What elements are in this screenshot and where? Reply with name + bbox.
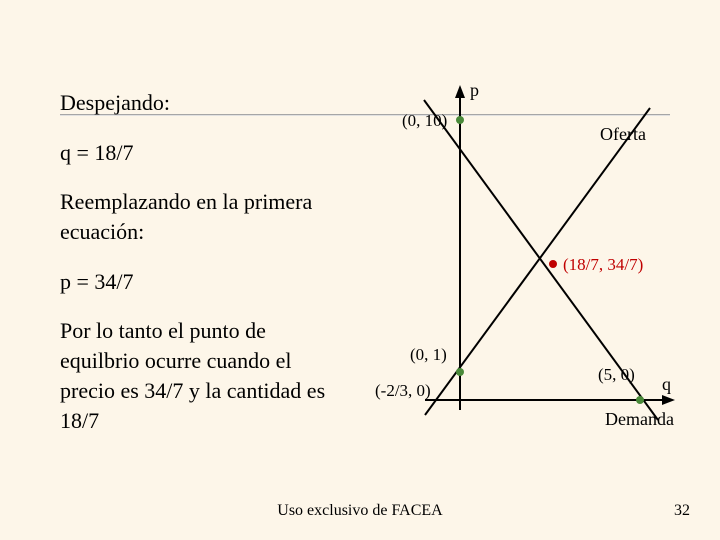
supply-demand-chart: p q Oferta Demanda (0, 10) (18/7, 34/7) … bbox=[350, 80, 680, 440]
point-5-0 bbox=[636, 396, 644, 404]
label-oferta: Oferta bbox=[600, 124, 646, 144]
label-demanda: Demanda bbox=[605, 409, 674, 429]
p-axis-arrow bbox=[455, 85, 465, 98]
footer-text: Uso exclusivo de FACEA bbox=[0, 502, 720, 520]
label-0-10: (0, 10) bbox=[402, 111, 447, 130]
label-equilibrium: (18/7, 34/7) bbox=[563, 255, 643, 274]
label-5-0: (5, 0) bbox=[598, 365, 635, 384]
line-reemplazando: Reemplazando en la primera ecuación: bbox=[60, 187, 350, 246]
axis-label-q: q bbox=[662, 374, 671, 394]
label-m23-0: (-2/3, 0) bbox=[375, 381, 431, 400]
axis-label-p: p bbox=[470, 80, 479, 100]
page-number: 32 bbox=[674, 502, 690, 520]
point-equilibrium bbox=[549, 260, 557, 268]
line-conclusion: Por lo tanto el punto de equilbrio ocurr… bbox=[60, 316, 350, 435]
text-column: Despejando: q = 18/7 Reemplazando en la … bbox=[60, 88, 350, 455]
line-p-eq: p = 34/7 bbox=[60, 267, 350, 297]
point-0-1 bbox=[456, 368, 464, 376]
line-despejando: Despejando: bbox=[60, 88, 350, 118]
point-0-10 bbox=[456, 116, 464, 124]
line-q-eq: q = 18/7 bbox=[60, 138, 350, 168]
label-0-1: (0, 1) bbox=[410, 345, 447, 364]
q-axis-arrow bbox=[662, 395, 675, 405]
